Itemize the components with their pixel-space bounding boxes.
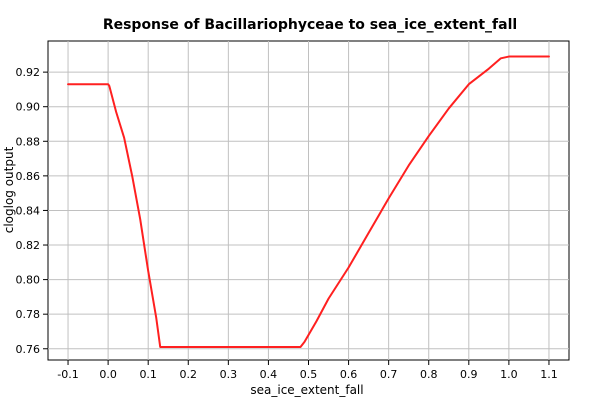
series-layer — [67, 55, 550, 349]
y-tick-label: 0.76 — [16, 343, 41, 356]
grid-lines — [48, 41, 569, 360]
x-tick-label: 0.1 — [139, 368, 157, 381]
x-tick-label: 0.5 — [300, 368, 318, 381]
y-tick-label: 0.86 — [16, 170, 41, 183]
y-tick-label: 0.80 — [16, 274, 41, 287]
x-tick-label: -0.1 — [57, 368, 78, 381]
y-tick-label: 0.90 — [16, 101, 41, 114]
y-axis-label: cloglog output — [2, 146, 16, 233]
y-tick-label: 0.84 — [16, 204, 41, 217]
y-tick-label: 0.88 — [16, 135, 41, 148]
chart-title: Response of Bacillariophyceae to sea_ice… — [103, 17, 517, 33]
x-tick-label: 0.7 — [380, 368, 398, 381]
x-tick-label: 1.1 — [540, 368, 558, 381]
x-tick-label: 0.4 — [260, 368, 278, 381]
x-axis: -0.1 0.0 0.1 0.2 0.3 0.4 0.5 0.6 0.7 0.8 0.9 1.0 1.1 — [57, 360, 558, 381]
x-tick-label: 0.6 — [340, 368, 358, 381]
response-curve — [67, 55, 550, 349]
x-tick-label: 0.0 — [99, 368, 117, 381]
y-tick-label: 0.78 — [16, 308, 41, 321]
x-tick-label: 0.8 — [420, 368, 438, 381]
x-tick-label: 0.9 — [460, 368, 478, 381]
x-axis-label: sea_ice_extent_fall — [250, 383, 363, 397]
x-tick-label: 0.3 — [220, 368, 238, 381]
y-axis: 0.76 0.78 0.80 0.82 0.84 0.86 0.88 0.90 0.92 — [16, 66, 48, 356]
x-tick-label: 0.2 — [180, 368, 198, 381]
y-tick-label: 0.82 — [16, 239, 41, 252]
y-tick-label: 0.92 — [16, 66, 41, 79]
x-tick-label: 1.0 — [500, 368, 518, 381]
